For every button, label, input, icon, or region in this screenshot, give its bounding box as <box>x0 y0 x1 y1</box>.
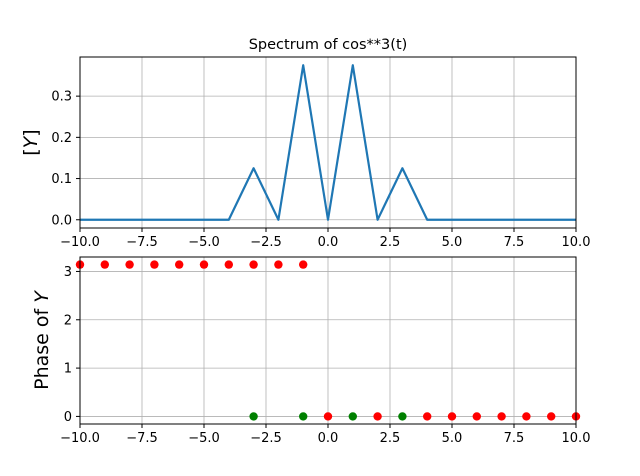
phase-point <box>125 260 134 269</box>
magnitude-xtick-label: −7.5 <box>126 235 158 250</box>
phase-xtick-label: −2.5 <box>250 431 282 446</box>
magnitude-title: Spectrum of cos**3(t) <box>249 37 408 53</box>
phase-point <box>348 412 357 421</box>
phase-ytick-label: 3 <box>64 265 72 280</box>
phase-point <box>175 260 184 269</box>
phase-point <box>249 412 258 421</box>
phase-ytick-label: 1 <box>64 362 72 377</box>
phase-point <box>224 260 233 269</box>
magnitude-xtick-label: 10.0 <box>562 235 591 250</box>
phase-xtick-label: 0.0 <box>318 431 339 446</box>
phase-xtick-label: −7.5 <box>126 431 158 446</box>
magnitude-plot-area <box>80 64 576 221</box>
phase-point <box>199 260 209 269</box>
magnitude-ytick-label: 0.0 <box>51 213 72 228</box>
phase-point <box>150 260 159 269</box>
phase-plot-area <box>75 260 581 421</box>
magnitude-xtick-label: 0.0 <box>318 235 339 250</box>
phase-point <box>299 260 308 269</box>
phase-xtick-label: 10.0 <box>562 431 591 446</box>
phase-ytick-label: 0 <box>64 410 72 425</box>
phase-point <box>299 412 308 421</box>
phase-point <box>472 412 481 421</box>
phase-ylabel: Phase of Y <box>31 290 53 390</box>
magnitude-xtick-label: −2.5 <box>250 235 282 250</box>
phase-point <box>323 412 333 421</box>
phase-point <box>398 412 407 421</box>
phase-xtick-label: 7.5 <box>504 431 525 446</box>
magnitude-xtick-label: −5.0 <box>188 235 220 250</box>
magnitude-grid <box>79 57 577 228</box>
magnitude-ytick-label: 0.3 <box>51 90 72 105</box>
phase-ytick-label: 2 <box>64 313 72 328</box>
magnitude-subplot: −10.0 −7.5 −5.0 −2.5 0.0 2.5 5.0 7.5 10.0 0.0 0.1 0… <box>20 37 590 250</box>
phase-point <box>249 260 258 269</box>
phase-point <box>423 412 432 421</box>
phase-xtick-label: −5.0 <box>188 431 220 446</box>
magnitude-xtick-label: 2.5 <box>380 235 401 250</box>
phase-point <box>447 412 457 421</box>
phase-point <box>373 412 382 421</box>
magnitude-xtick-label: 5.0 <box>442 235 463 250</box>
phase-xtick-label: 5.0 <box>442 431 463 446</box>
phase-point <box>547 412 556 421</box>
phase-xtick-label: 2.5 <box>380 431 401 446</box>
phase-point <box>522 412 531 421</box>
phase-xtick-label: −10.0 <box>60 431 100 446</box>
phase-point <box>274 260 283 269</box>
phase-subplot: −10.0 −7.5 −5.0 −2.5 0.0 2.5 5.0 7.5 10.0 0 1 2 3 Ph… <box>31 256 590 446</box>
magnitude-ticks: −10.0 −7.5 −5.0 −2.5 0.0 2.5 5.0 7.5 10.0 0.0 0.1 0… <box>51 90 590 250</box>
phase-point <box>100 260 110 269</box>
magnitude-xtick-label: 7.5 <box>504 235 525 250</box>
phase-ticks: −10.0 −7.5 −5.0 −2.5 0.0 2.5 5.0 7.5 10.0 0 1 2 3 <box>60 265 590 446</box>
magnitude-ylabel: [Y] <box>20 129 42 155</box>
magnitude-ytick-label: 0.2 <box>51 131 72 146</box>
magnitude-series-line <box>80 64 576 221</box>
phase-point <box>497 412 506 421</box>
phase-grid <box>79 257 577 424</box>
magnitude-ytick-label: 0.1 <box>51 172 72 187</box>
magnitude-xtick-label: −10.0 <box>60 235 100 250</box>
